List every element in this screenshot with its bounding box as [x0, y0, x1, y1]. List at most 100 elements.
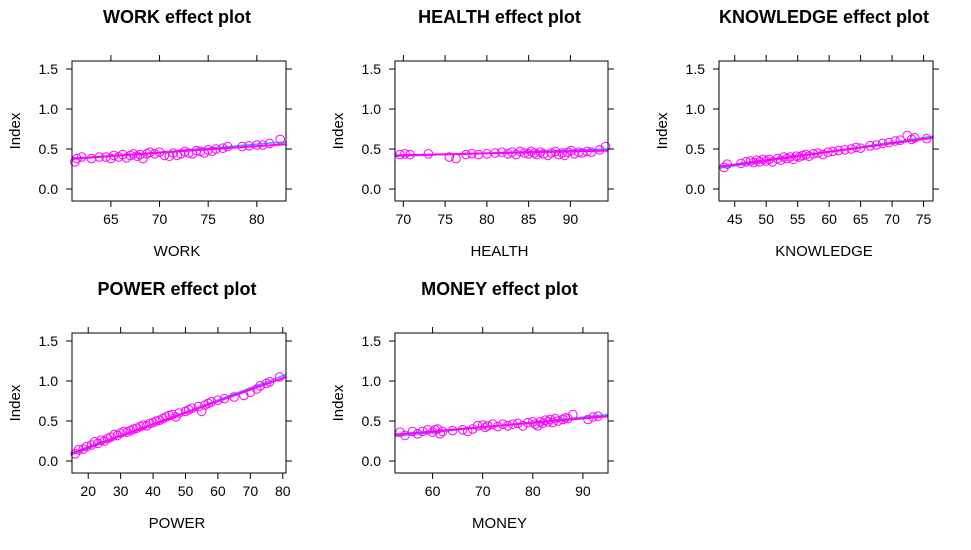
x-axis-label: MONEY	[472, 515, 527, 532]
x-tick-label: 70	[884, 211, 900, 227]
y-tick-label: 0.0	[362, 453, 382, 469]
data-point	[159, 150, 170, 161]
data-point	[462, 426, 473, 437]
data-point	[444, 152, 455, 162]
y-axis-label: Index	[7, 112, 24, 149]
chart-title: MONEY effect plot	[421, 279, 578, 299]
y-tick-label: 1.5	[362, 333, 382, 349]
x-tick-label: 30	[113, 483, 129, 499]
x-tick-label: 75	[916, 211, 932, 227]
y-tick-label: 1.0	[39, 101, 59, 117]
fit-line	[718, 136, 934, 168]
data-point	[487, 419, 498, 430]
x-tick-label: 80	[249, 211, 265, 227]
data-point	[530, 419, 541, 430]
data-point	[577, 148, 587, 158]
x-tick-label: 50	[758, 211, 774, 227]
y-tick-label: 0.0	[686, 181, 706, 197]
x-tick-label: 40	[145, 483, 161, 499]
data-point	[538, 149, 549, 159]
data-point	[395, 427, 405, 438]
panel-frame	[718, 60, 934, 202]
x-tick-label: 60	[210, 483, 226, 499]
y-axis-label: Index	[330, 112, 347, 149]
data-point	[407, 426, 418, 437]
fit-line	[394, 149, 609, 157]
panel-frame	[71, 332, 287, 474]
x-tick-label: 70	[152, 211, 168, 227]
panel-frame	[71, 60, 287, 202]
x-tick-label: 70	[243, 483, 259, 499]
data-point	[909, 133, 920, 143]
x-tick-label: 45	[727, 211, 743, 227]
data-point	[93, 438, 103, 449]
data-point	[532, 149, 542, 160]
y-tick-label: 1.5	[39, 61, 59, 77]
data-point	[78, 444, 89, 454]
x-tick-label: 90	[563, 211, 579, 227]
x-tick-label: 20	[80, 483, 96, 499]
chart-title: WORK effect plot	[103, 7, 251, 27]
data-point	[545, 414, 556, 425]
data-point	[138, 420, 149, 430]
y-axis-label: Index	[654, 112, 671, 149]
data-point	[422, 425, 433, 435]
data-point	[264, 138, 275, 149]
y-tick-label: 1.5	[362, 61, 382, 77]
y-tick-label: 0.5	[362, 413, 382, 429]
data-point	[106, 153, 116, 164]
data-point	[132, 151, 142, 161]
y-tick-label: 0.0	[39, 181, 59, 197]
data-point	[788, 154, 799, 165]
x-tick-label: 90	[575, 483, 591, 499]
fit-line	[71, 376, 287, 454]
x-tick-label: 60	[821, 211, 837, 227]
x-tick-label: 85	[521, 211, 537, 227]
data-point	[432, 424, 443, 434]
data-point	[518, 421, 528, 431]
data-point	[255, 381, 265, 391]
data-point	[477, 420, 488, 430]
data-point	[775, 155, 786, 165]
y-tick-label: 1.5	[686, 61, 706, 77]
x-tick-label: 80	[275, 483, 291, 499]
x-tick-label: 80	[525, 483, 541, 499]
panel-health: HEALTH effect plot 70 75 80 85 90 0.0 0.5 1.0 1.5…	[330, 7, 614, 260]
x-tick-label: 50	[178, 483, 194, 499]
data-point	[167, 409, 178, 420]
x-axis-label: KNOWLEDGE	[775, 243, 873, 260]
data-point	[473, 149, 484, 160]
y-tick-label: 1.5	[39, 333, 59, 349]
panel-work: WORK effect plot 65 70 75 80 0.0 0.5 1.0 1.5 WORK…	[7, 7, 292, 260]
x-tick-label: 55	[790, 211, 806, 227]
data-point	[540, 415, 551, 426]
x-axis-label: POWER	[149, 515, 206, 532]
data-point	[86, 153, 97, 164]
chart-title: POWER effect plot	[97, 279, 256, 299]
data-point	[400, 149, 410, 159]
y-tick-label: 0.5	[686, 141, 706, 157]
x-tick-label: 80	[479, 211, 495, 227]
x-axis-label: WORK	[154, 243, 201, 260]
y-tick-label: 1.0	[362, 101, 382, 117]
data-point	[550, 413, 561, 424]
chart-title: HEALTH effect plot	[418, 7, 581, 27]
data-point	[538, 418, 548, 429]
panel-power: POWER effect plot 20 30 40 50 60 70 80 0.0 0.5 1.0…	[7, 279, 292, 532]
data-point	[895, 135, 906, 145]
x-tick-label: 65	[853, 211, 869, 227]
data-point	[557, 148, 567, 158]
y-tick-label: 0.5	[39, 141, 59, 157]
chart-title: KNOWLEDGE effect plot	[719, 7, 929, 27]
panel-money: MONEY effect plot 60 70 80 90 0.0 0.5 1.0 1.5 MON…	[330, 279, 614, 532]
y-tick-label: 0.0	[362, 181, 382, 197]
data-point	[400, 430, 410, 441]
x-tick-label: 70	[396, 211, 412, 227]
y-tick-label: 0.5	[362, 141, 382, 157]
data-point	[435, 429, 445, 439]
panel-frame	[394, 332, 609, 474]
y-tick-label: 0.5	[39, 413, 59, 429]
data-point	[222, 141, 233, 152]
